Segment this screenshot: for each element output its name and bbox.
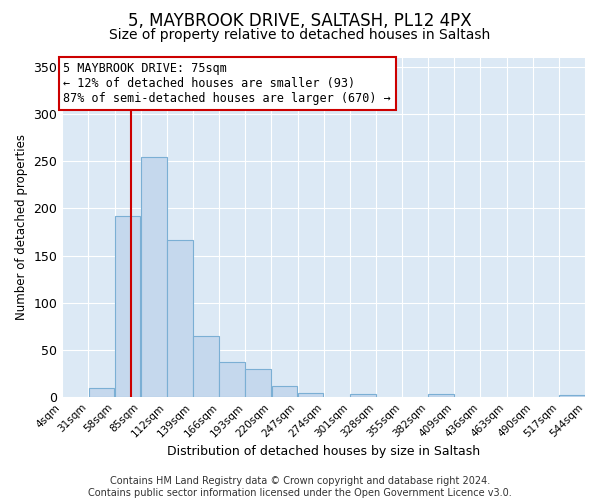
Bar [272, 386, 297, 397]
Y-axis label: Number of detached properties: Number of detached properties [15, 134, 28, 320]
Bar [245, 369, 271, 397]
Text: 5 MAYBROOK DRIVE: 75sqm
← 12% of detached houses are smaller (93)
87% of semi-de: 5 MAYBROOK DRIVE: 75sqm ← 12% of detache… [63, 62, 391, 105]
Bar [141, 156, 167, 397]
Bar [220, 362, 245, 397]
Text: Size of property relative to detached houses in Saltash: Size of property relative to detached ho… [109, 28, 491, 42]
Bar [298, 392, 323, 397]
Bar [350, 394, 376, 397]
Bar [559, 396, 585, 397]
X-axis label: Distribution of detached houses by size in Saltash: Distribution of detached houses by size … [167, 444, 480, 458]
Bar [167, 240, 193, 397]
Text: Contains HM Land Registry data © Crown copyright and database right 2024.
Contai: Contains HM Land Registry data © Crown c… [88, 476, 512, 498]
Bar [193, 336, 219, 397]
Bar [428, 394, 454, 397]
Bar [89, 388, 115, 397]
Text: 5, MAYBROOK DRIVE, SALTASH, PL12 4PX: 5, MAYBROOK DRIVE, SALTASH, PL12 4PX [128, 12, 472, 30]
Bar [115, 216, 140, 397]
